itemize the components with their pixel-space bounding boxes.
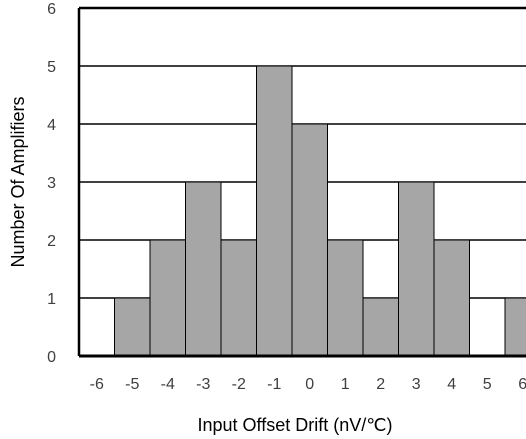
x-tick-label: -1	[267, 376, 281, 393]
x-tick-label: -5	[125, 376, 139, 393]
y-tick-label: 6	[47, 1, 56, 18]
y-tick-label: 1	[47, 291, 56, 308]
bar	[504, 297, 526, 357]
bar	[256, 65, 293, 357]
x-tick-label: 1	[341, 376, 350, 393]
x-tick-label: 3	[412, 376, 421, 393]
x-tick-label: 4	[447, 376, 456, 393]
bar	[149, 239, 186, 357]
x-tick-labels: -6 -5 -4 -3 -2 -1 0 1 2 3 4 5 6	[90, 376, 526, 393]
y-tick-label: 0	[47, 349, 56, 366]
x-tick-label: 5	[483, 376, 492, 393]
x-tick-label: -3	[196, 376, 210, 393]
bar	[291, 123, 328, 357]
x-tick-label: 0	[305, 376, 314, 393]
y-tick-label: 2	[47, 233, 56, 250]
bar	[185, 181, 222, 357]
bar	[398, 181, 435, 357]
y-axis-label: Number Of Amplifiers	[8, 96, 28, 267]
bar	[220, 239, 257, 357]
y-tick-label: 3	[47, 175, 56, 192]
y-tick-labels: 0 1 2 3 4 5 6	[47, 1, 56, 366]
bar	[362, 297, 399, 357]
x-tick-label: -4	[161, 376, 175, 393]
x-tick-label: -6	[90, 376, 104, 393]
axes	[77, 6, 526, 358]
x-tick-label: -2	[232, 376, 246, 393]
bar	[327, 239, 364, 357]
bars	[114, 65, 526, 357]
bar	[433, 239, 470, 357]
x-tick-label: 2	[376, 376, 385, 393]
y-tick-label: 5	[47, 59, 56, 76]
bar	[114, 297, 151, 357]
x-axis-label: Input Offset Drift (nV/℃)	[198, 415, 393, 435]
y-tick-label: 4	[47, 117, 56, 134]
x-tick-label: 6	[518, 376, 526, 393]
